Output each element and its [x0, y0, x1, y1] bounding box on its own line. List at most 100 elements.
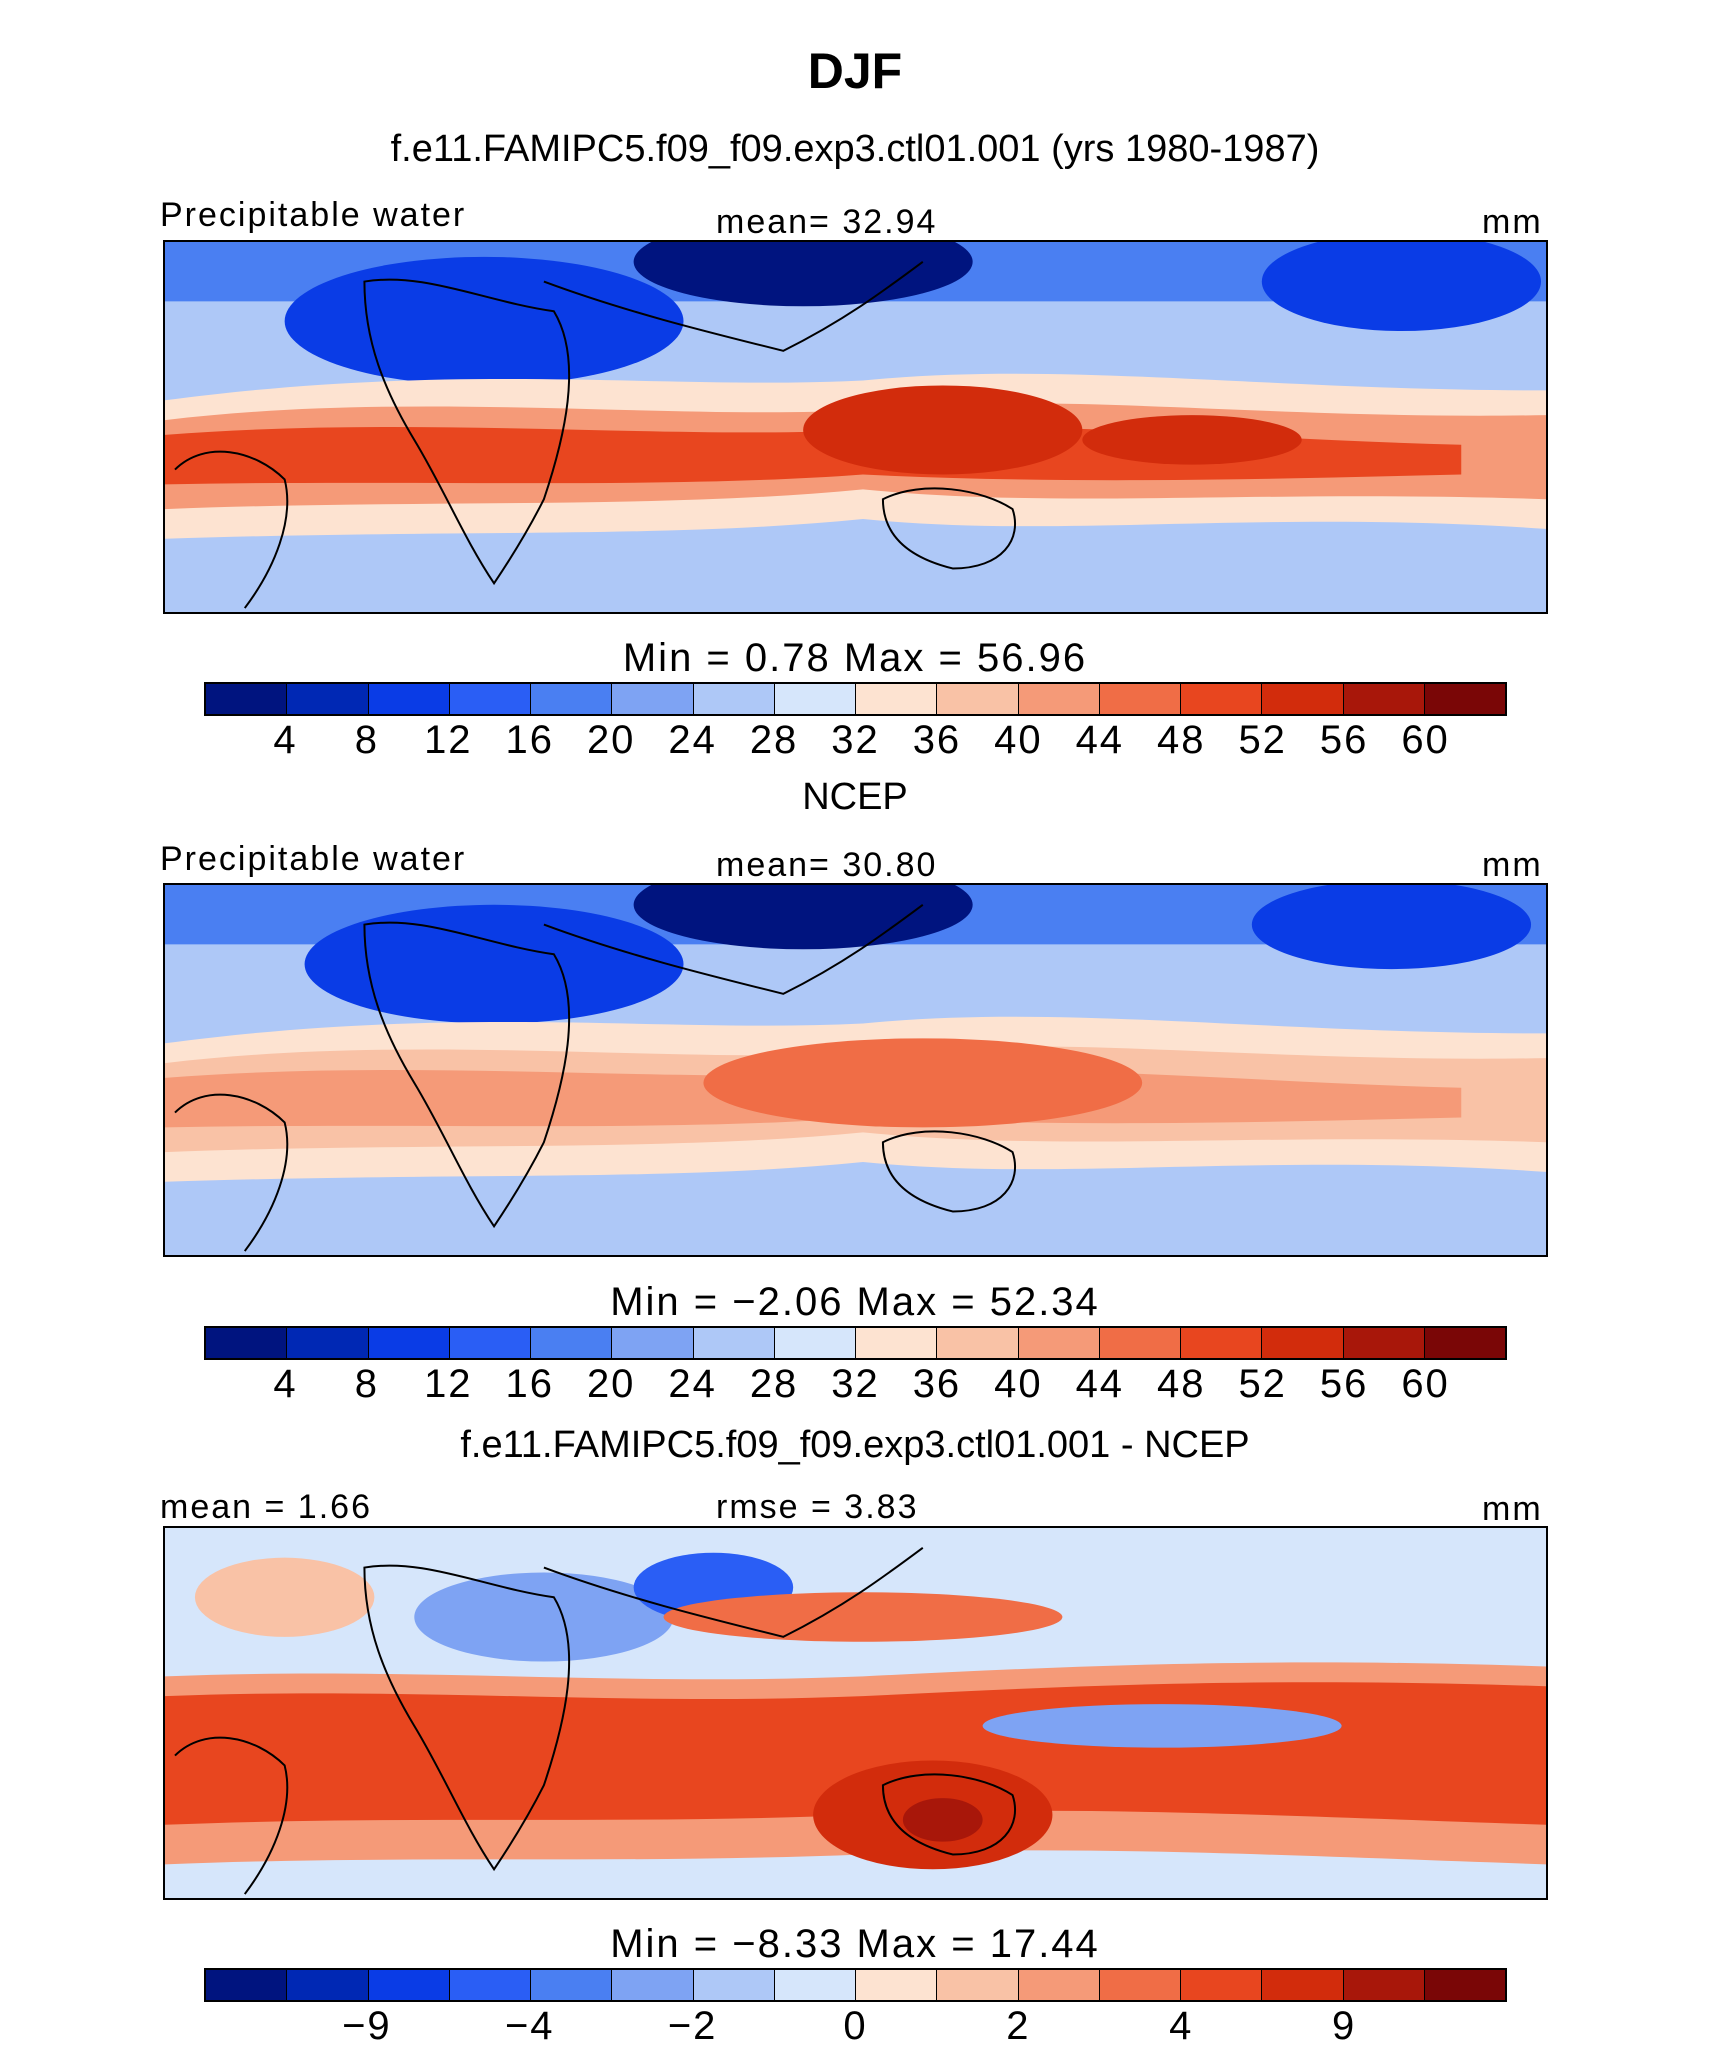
panel-2-mean-label: mean= 30.80	[716, 846, 938, 884]
colorbar-box	[368, 684, 450, 714]
colorbar-tick-label: 28	[749, 1362, 799, 1406]
colorbar-tick-label: 40	[994, 1362, 1043, 1406]
colorbar-tick-label: 36	[912, 718, 962, 762]
colorbar-box	[612, 1970, 694, 2000]
panel-3-colorbar	[204, 1968, 1507, 2002]
panel-2-min-max: Min = −2.06 Max = 52.34	[610, 1280, 1100, 1324]
colorbar-box	[449, 684, 531, 714]
figure-title: DJF	[807, 43, 903, 99]
colorbar-tick-label: 24	[668, 718, 717, 762]
colorbar-box	[1262, 684, 1344, 714]
panel-2-units-label: mm	[1482, 846, 1543, 884]
colorbar-box	[1181, 1328, 1263, 1358]
colorbar-tick-label: 12	[424, 1362, 473, 1406]
colorbar-box	[449, 1970, 531, 2000]
panel-1-mean-label: mean= 32.94	[716, 203, 938, 241]
colorbar-tick-label: 16	[505, 1362, 554, 1406]
colorbar-tick-label: 9	[1332, 2004, 1357, 2048]
colorbar-box	[368, 1328, 450, 1358]
colorbar-box	[693, 1328, 775, 1358]
colorbar-tick-label: 24	[668, 1362, 717, 1406]
colorbar-tick-label: −4	[504, 2004, 555, 2048]
panel-2-variable-label: Precipitable water	[160, 840, 467, 878]
colorbar-box	[774, 1970, 856, 2000]
colorbar-box	[1424, 1970, 1505, 2000]
colorbar-tick-label: 60	[1401, 718, 1450, 762]
panel-2-contour-field	[165, 885, 1546, 1255]
panel-3-contour-field	[165, 1528, 1546, 1898]
colorbar-tick-label: 16	[505, 718, 554, 762]
colorbar-box	[531, 1328, 613, 1358]
panel-2-map	[163, 883, 1548, 1257]
colorbar-box	[937, 1328, 1019, 1358]
colorbar-box	[531, 1970, 613, 2000]
colorbar-tick-label: 52	[1238, 718, 1287, 762]
colorbar-box	[1343, 1970, 1425, 2000]
panel-1-subtitle: f.e11.FAMIPC5.f09_f09.exp3.ctl01.001 (yr…	[390, 128, 1320, 170]
panel-3-units-label: mm	[1482, 1490, 1543, 1528]
panel-1-map	[163, 240, 1548, 614]
colorbar-tick-label: 44	[1075, 1362, 1125, 1406]
colorbar-box	[1262, 1970, 1344, 2000]
colorbar-box	[937, 684, 1019, 714]
colorbar-tick-label: 0	[843, 2004, 868, 2048]
colorbar-box	[1262, 1328, 1344, 1358]
colorbar-box	[693, 684, 775, 714]
panel-3-map	[163, 1526, 1548, 1900]
panel-2-colorbar-ticks: 4 8 12 16 20 24 28 32 36 40 44 48 52 56 …	[204, 1362, 1507, 1406]
colorbar-box	[287, 1970, 369, 2000]
colorbar-box	[368, 1970, 450, 2000]
colorbar-box	[1343, 684, 1425, 714]
colorbar-tick-label: 28	[749, 718, 799, 762]
colorbar-tick-label: 32	[831, 1362, 880, 1406]
colorbar-box	[1018, 1328, 1100, 1358]
colorbar-tick-label: 20	[586, 718, 636, 762]
colorbar-box	[1018, 1970, 1100, 2000]
panel-1-colorbar	[204, 682, 1507, 716]
colorbar-box	[206, 1970, 288, 2000]
colorbar-tick-label: 56	[1319, 718, 1369, 762]
panel-1-units-label: mm	[1482, 203, 1543, 241]
colorbar-box	[287, 684, 369, 714]
colorbar-tick-label: 48	[1157, 718, 1206, 762]
colorbar-box	[206, 684, 288, 714]
colorbar-box	[1099, 1328, 1181, 1358]
colorbar-box	[449, 1328, 531, 1358]
colorbar-box	[774, 1328, 856, 1358]
panel-1-variable-label: Precipitable water	[160, 196, 467, 234]
colorbar-tick-label: 2	[1006, 2004, 1031, 2048]
colorbar-tick-label: 44	[1075, 718, 1125, 762]
panel-2-colorbar	[204, 1326, 1507, 1360]
colorbar-box	[1424, 1328, 1505, 1358]
colorbar-box	[1099, 1970, 1181, 2000]
colorbar-tick-label: 32	[831, 718, 880, 762]
panel-3-subtitle: f.e11.FAMIPC5.f09_f09.exp3.ctl01.001 - N…	[460, 1424, 1250, 1466]
panel-3-rmse-label: rmse = 3.83	[716, 1488, 919, 1526]
colorbar-box	[612, 1328, 694, 1358]
panel-1-contour-field	[165, 242, 1546, 612]
colorbar-box	[206, 1328, 288, 1358]
colorbar-box	[1424, 684, 1505, 714]
colorbar-tick-label: −2	[667, 2004, 718, 2048]
colorbar-tick-label: 8	[354, 718, 379, 762]
panel-3-mean-label: mean = 1.66	[160, 1488, 372, 1526]
panel-3-colorbar-ticks: −9 −4 −2 0 2 4 9	[204, 2004, 1507, 2048]
colorbar-box	[856, 1328, 938, 1358]
colorbar-box	[531, 684, 613, 714]
colorbar-tick-label: 40	[994, 718, 1043, 762]
colorbar-box	[287, 1328, 369, 1358]
colorbar-box	[856, 1970, 938, 2000]
panel-1-colorbar-ticks: 4 8 12 16 20 24 28 32 36 40 44 48 52 56 …	[204, 718, 1507, 762]
colorbar-tick-label: −9	[342, 2004, 392, 2048]
colorbar-tick-label: 20	[586, 1362, 636, 1406]
colorbar-tick-label: 48	[1157, 1362, 1206, 1406]
colorbar-tick-label: 4	[1169, 2004, 1194, 2048]
colorbar-box	[856, 684, 938, 714]
colorbar-box	[1018, 684, 1100, 714]
colorbar-box	[1343, 1328, 1425, 1358]
panel-3-min-max: Min = −8.33 Max = 17.44	[610, 1922, 1100, 1966]
colorbar-box	[774, 684, 856, 714]
colorbar-tick-label: 60	[1401, 1362, 1450, 1406]
colorbar-box	[1181, 1970, 1263, 2000]
colorbar-tick-label: 52	[1238, 1362, 1287, 1406]
